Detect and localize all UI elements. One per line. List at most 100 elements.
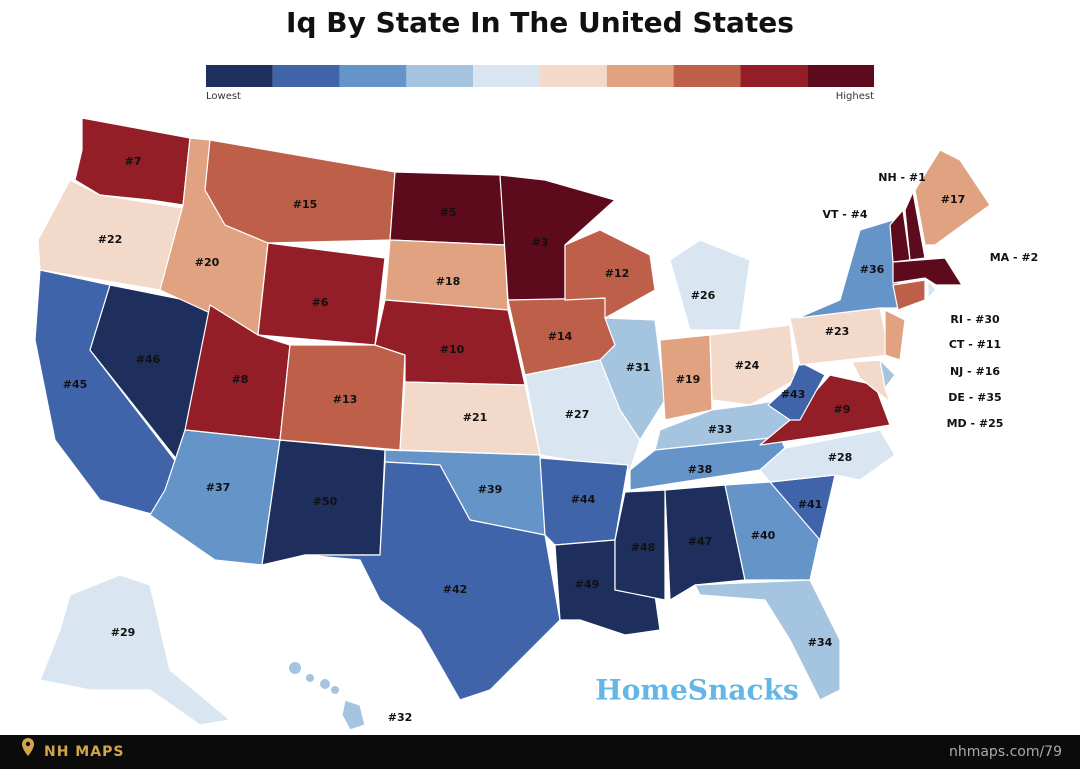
callout: MD - #25: [947, 417, 1004, 430]
state: [709, 324, 796, 406]
footer-url: nhmaps.com/79: [949, 744, 1062, 760]
state: [767, 361, 826, 421]
state: [884, 309, 906, 361]
legend-swatch: [606, 65, 674, 87]
state-rank: #39: [478, 483, 503, 496]
state-rank: #37: [206, 481, 231, 494]
island: [320, 679, 330, 689]
state-rank: #36: [860, 263, 885, 276]
legend-swatch: [540, 65, 607, 87]
state-rank: #14: [548, 330, 573, 343]
footer-pin: [22, 738, 34, 756]
state: [851, 359, 891, 403]
footer-brand: NH MAPS: [44, 744, 124, 760]
state-rank: #42: [443, 583, 468, 596]
legend-swatch: [673, 65, 741, 87]
state: [914, 149, 991, 246]
callout: VT - #4: [822, 208, 867, 221]
state: [257, 242, 386, 346]
state-rank: #29: [111, 626, 136, 639]
state-rank: #3: [532, 236, 549, 249]
state: [904, 191, 926, 261]
state: [599, 317, 666, 441]
state: [927, 279, 937, 299]
state: [304, 461, 561, 701]
legend-swatch: [272, 65, 340, 87]
state-rank: #8: [232, 373, 249, 386]
state: [892, 257, 963, 286]
state-rank: #43: [781, 388, 806, 401]
state-rank: #7: [125, 155, 142, 168]
state-rank: #34: [808, 636, 833, 649]
state-rank: #47: [688, 535, 713, 548]
state-rank: #33: [708, 423, 733, 436]
state-rank: #10: [440, 343, 465, 356]
states: [34, 117, 991, 731]
state: [279, 344, 406, 451]
legend-swatch: [339, 65, 407, 87]
labels: #7 #22 #45 #46 #20 #15 #6 #8 #37 #50 #13 #5 #18 #10 #2…: [63, 155, 1039, 724]
state-rank: #13: [333, 393, 358, 406]
state: [341, 699, 366, 731]
legend: [206, 65, 874, 87]
state-rank: #45: [63, 378, 88, 391]
state-rank: #27: [565, 408, 590, 421]
state-rank: #24: [735, 359, 760, 372]
state-rank: #23: [825, 325, 850, 338]
state: [694, 579, 841, 701]
state-rank: #41: [798, 498, 823, 511]
state-rank: #49: [575, 578, 600, 591]
state: [759, 429, 896, 483]
footer-pin-hole: [25, 741, 31, 747]
state-rank: #46: [136, 353, 161, 366]
island: [306, 674, 314, 682]
watermark: HomeSnacks: [595, 674, 799, 707]
state-rank: #15: [293, 198, 318, 211]
callout: RI - #30: [950, 313, 1000, 326]
legend-swatch: [406, 65, 474, 87]
legend-swatch: [740, 65, 808, 87]
callout: DE - #35: [948, 391, 1001, 404]
state-rank: #28: [828, 451, 853, 464]
state-rank: #26: [691, 289, 716, 302]
state: [797, 219, 901, 319]
state: [39, 574, 231, 726]
callout: NJ - #16: [950, 365, 1000, 378]
callout: CT - #11: [949, 338, 1001, 351]
state: [614, 489, 666, 601]
callout: NH - #1: [878, 171, 926, 184]
state-rank: #22: [98, 233, 123, 246]
state: [564, 229, 656, 319]
state-rank: #9: [834, 403, 851, 416]
state-rank: #38: [688, 463, 713, 476]
footer-bar: [0, 735, 1080, 769]
state-rank: #31: [626, 361, 651, 374]
legend-swatch: [807, 65, 874, 87]
state-rank: #32: [388, 711, 413, 724]
state-rank: #6: [312, 296, 329, 309]
state-rank: #44: [571, 493, 596, 506]
legend-swatch: [206, 65, 273, 87]
state-rank: #20: [195, 256, 220, 269]
island: [289, 662, 301, 674]
legend-high: Highest: [836, 91, 874, 102]
title: Iq By State In The United States: [286, 6, 794, 39]
state-rank: #5: [440, 206, 457, 219]
state: [892, 279, 926, 311]
island: [331, 686, 339, 694]
state-rank: #21: [463, 411, 488, 424]
state-rank: #18: [436, 275, 461, 288]
legend-low: Lowest: [206, 91, 241, 102]
state-rank: #17: [941, 193, 966, 206]
state: [724, 481, 821, 581]
state-rank: #12: [605, 267, 630, 280]
state-rank: #50: [313, 495, 338, 508]
state: [669, 239, 751, 331]
legend-swatch: [473, 65, 540, 87]
callout: MA - #2: [990, 251, 1039, 264]
state-rank: #19: [676, 373, 701, 386]
state: [664, 484, 746, 601]
state-rank: #40: [751, 529, 776, 542]
state-rank: #48: [631, 541, 656, 554]
